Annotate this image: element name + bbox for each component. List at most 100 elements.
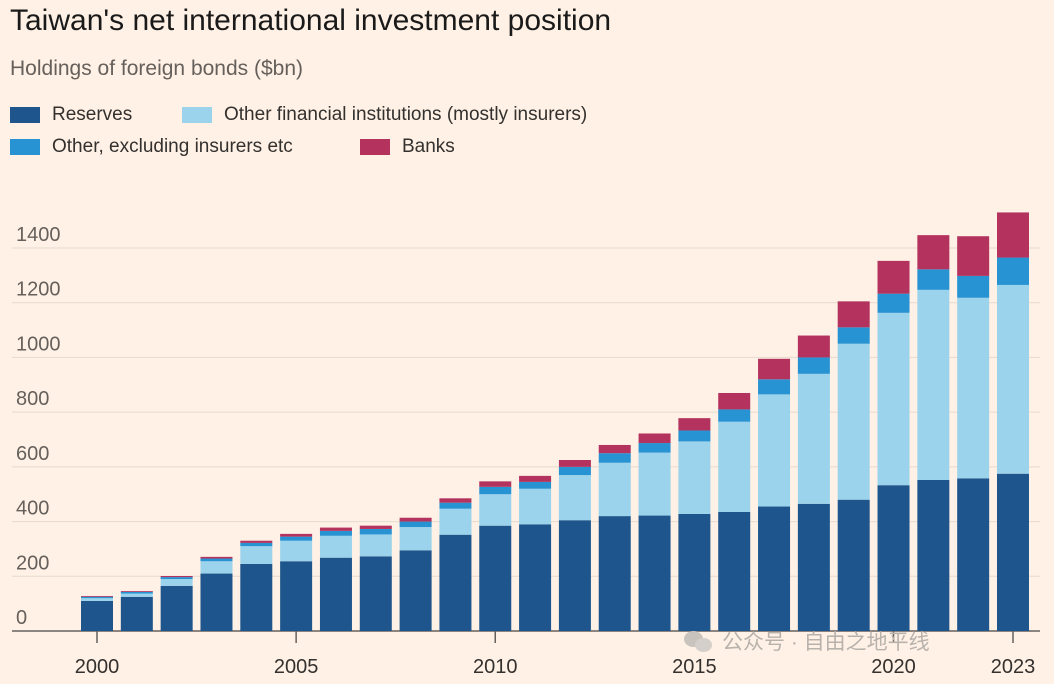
legend-swatch-banks xyxy=(360,139,390,155)
bar-segment-other-financial xyxy=(638,452,671,516)
bar-segment-other-financial xyxy=(319,535,352,558)
legend-swatch-other-financial xyxy=(182,107,212,123)
bar-segment-reserves xyxy=(200,573,233,631)
bar-segment-banks xyxy=(558,460,591,467)
bar-segment-reserves xyxy=(81,600,113,631)
y-tick-label: 1400 xyxy=(16,224,61,246)
bar-segment-banks xyxy=(957,236,990,276)
bar-segment-other-financial xyxy=(81,598,113,601)
bar-segment-other-excluding xyxy=(718,409,751,422)
y-tick-label: 0 xyxy=(16,607,27,629)
bar-segment-reserves xyxy=(160,585,193,631)
bar-segment-other-excluding xyxy=(758,379,791,395)
bar-segment-other-excluding xyxy=(319,530,352,536)
bar-segment-banks xyxy=(598,444,631,454)
bar-segment-reserves xyxy=(877,485,910,631)
bar-segment-other-excluding xyxy=(638,443,671,453)
bar-segment-other-excluding xyxy=(678,430,711,442)
bar-segment-other-financial xyxy=(877,312,910,486)
bar-segment-other-financial xyxy=(200,561,233,574)
bar-segment-reserves xyxy=(917,479,950,631)
bar-segment-other-financial xyxy=(758,394,791,507)
y-tick-label: 600 xyxy=(16,443,49,465)
legend-swatch-other-excluding xyxy=(10,139,40,155)
bar-segment-banks xyxy=(519,475,552,482)
y-tick-label: 200 xyxy=(16,552,49,574)
chart-subtitle: Holdings of foreign bonds ($bn) xyxy=(10,57,304,80)
bar-segment-other-excluding xyxy=(160,577,193,580)
bar-segment-banks xyxy=(120,591,153,592)
bar-segment-banks xyxy=(877,260,910,294)
bar-segment-other-excluding xyxy=(519,481,552,489)
bar-segment-reserves xyxy=(678,513,711,631)
bar-segment-banks xyxy=(678,418,711,431)
bar-segment-other-excluding xyxy=(877,293,910,313)
bar-segment-reserves xyxy=(598,516,631,631)
watermark: 公众号 · 自由之地平线 xyxy=(684,626,930,656)
bar-segment-other-financial xyxy=(359,534,392,557)
bar-segment-banks xyxy=(81,595,113,597)
bar-segment-other-financial xyxy=(280,540,313,562)
x-tick-label: 2023 xyxy=(991,656,1036,678)
bar-segment-other-excluding xyxy=(598,453,631,463)
bar-segment-other-excluding xyxy=(997,257,1029,285)
bar-segment-banks xyxy=(837,301,870,328)
bar-segment-banks xyxy=(997,212,1029,258)
bar-segment-reserves xyxy=(120,596,153,631)
bar-segment-other-financial xyxy=(558,475,591,521)
watermark-text: 公众号 · 自由之地平线 xyxy=(722,631,930,654)
bar-segment-banks xyxy=(439,498,472,503)
legend-item-reserves: Reserves xyxy=(10,104,132,126)
legend-item-banks: Banks xyxy=(360,136,455,158)
bar-segment-reserves xyxy=(558,520,591,631)
bar-segment-reserves xyxy=(797,503,830,631)
bar-segment-other-excluding xyxy=(280,536,313,541)
bar-segment-other-excluding xyxy=(957,275,990,298)
bar-segment-reserves xyxy=(240,563,273,631)
x-tick-label: 2010 xyxy=(473,656,518,678)
bar-segment-other-financial xyxy=(957,297,990,479)
bar-segment-banks xyxy=(718,392,751,410)
bar-segment-reserves xyxy=(479,525,512,631)
legend-label-reserves: Reserves xyxy=(52,104,133,125)
bar-segment-other-financial xyxy=(240,546,273,564)
bar-segment-reserves xyxy=(718,511,751,631)
bar-segment-other-financial xyxy=(718,421,751,512)
y-tick-label: 1000 xyxy=(16,333,61,355)
x-tick-label: 2005 xyxy=(274,656,319,678)
bar-segment-other-excluding xyxy=(200,558,233,562)
bar-segment-other-excluding xyxy=(120,591,153,594)
bar-segment-reserves xyxy=(359,556,392,631)
legend-item-other-excluding: Other, excluding insurers etc xyxy=(10,136,293,158)
bar-segment-other-financial xyxy=(997,284,1029,474)
bar-segment-other-financial xyxy=(439,508,472,535)
bar-segment-other-excluding xyxy=(399,521,432,528)
bar-segment-reserves xyxy=(439,534,472,631)
bar-segment-banks xyxy=(797,335,830,358)
bar-segment-other-financial xyxy=(399,527,432,551)
x-tick-label: 2015 xyxy=(672,656,717,678)
chart-legend: Reserves Other financial institutions (m… xyxy=(10,104,730,166)
bar-segment-other-financial xyxy=(519,488,552,525)
bar-segment-reserves xyxy=(638,515,671,631)
bar-segment-banks xyxy=(319,527,352,531)
bar-segment-banks xyxy=(359,525,392,529)
bar-segment-other-financial xyxy=(160,579,193,586)
x-tick-label: 2000 xyxy=(75,656,120,678)
bar-segment-reserves xyxy=(519,524,552,631)
legend-item-other-financial: Other financial institutions (mostly ins… xyxy=(182,104,587,126)
bar-segment-other-excluding xyxy=(837,327,870,344)
bar-segment-reserves xyxy=(319,557,352,631)
bar-segment-reserves xyxy=(837,499,870,631)
y-tick-label: 800 xyxy=(16,388,49,410)
bar-segment-other-excluding xyxy=(558,466,591,476)
bar-segment-banks xyxy=(479,481,512,487)
bar-segment-other-excluding xyxy=(479,486,512,495)
bar-segment-banks xyxy=(638,433,671,444)
bar-segment-other-financial xyxy=(120,593,153,597)
bar-segment-banks xyxy=(917,235,950,270)
y-tick-label: 400 xyxy=(16,498,49,520)
legend-swatch-reserves xyxy=(10,107,40,123)
bar-segment-reserves xyxy=(280,561,313,631)
